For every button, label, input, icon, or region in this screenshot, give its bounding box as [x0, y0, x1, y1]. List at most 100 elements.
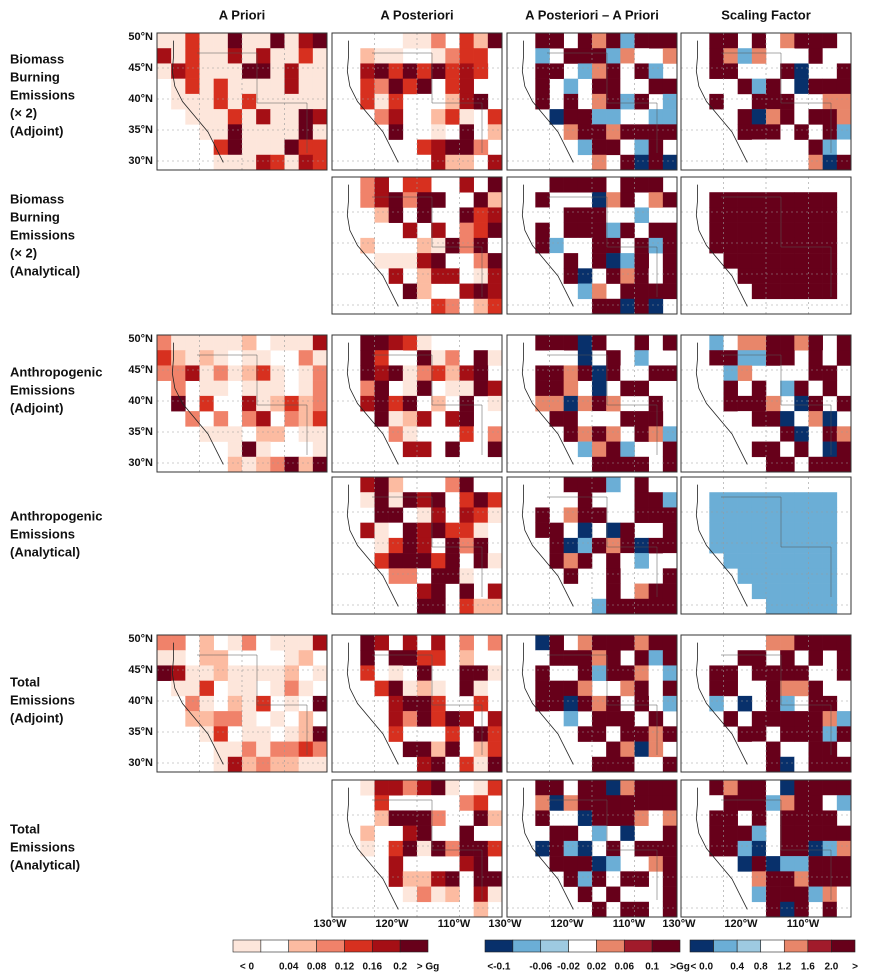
grid-cell	[648, 726, 664, 742]
grid-cell	[171, 635, 186, 651]
grid-cell	[431, 553, 446, 569]
grid-cell	[171, 48, 186, 64]
grid-cell	[417, 395, 432, 412]
grid-cell	[737, 395, 753, 412]
grid-cell	[836, 456, 852, 473]
panel-border	[506, 476, 678, 615]
grid-cell	[751, 583, 767, 600]
grid-cell	[459, 283, 474, 300]
grid-cell	[459, 350, 474, 366]
grid-cell	[402, 711, 418, 727]
grid-cell	[199, 650, 214, 666]
grid-cell	[256, 139, 271, 156]
map-panel	[506, 334, 678, 473]
grid-cell	[606, 665, 621, 681]
grid-cell	[549, 522, 564, 539]
panel-border	[506, 334, 678, 473]
grid-cell	[445, 350, 460, 366]
grid-cell	[577, 553, 593, 569]
grid-cell	[634, 741, 649, 758]
grid-cell	[836, 711, 852, 727]
grid-cell	[780, 635, 795, 651]
grid-cell	[312, 124, 328, 140]
grid-cell	[620, 177, 635, 193]
colorbar-box	[651, 939, 681, 953]
grid-cell	[535, 335, 550, 351]
grid-cell	[459, 124, 474, 140]
grid-cell	[648, 298, 664, 315]
grid-cell	[822, 441, 838, 458]
grid-cell	[284, 335, 299, 351]
grid-cell	[822, 283, 838, 300]
grid-cell	[431, 871, 446, 887]
grid-cell	[459, 650, 474, 666]
grid-cell	[794, 207, 809, 223]
grid-cell	[751, 492, 767, 508]
grid-cell	[312, 741, 328, 758]
grid-cell	[227, 139, 243, 156]
grid-cell	[535, 665, 550, 681]
grid-cell	[808, 395, 823, 412]
grid-cell	[298, 380, 314, 397]
grid-cell	[171, 665, 186, 681]
grid-cell	[213, 124, 229, 140]
grid-cell	[780, 598, 795, 615]
grid-cell	[723, 522, 738, 539]
grid-cell	[213, 48, 229, 64]
grid-cell	[662, 598, 678, 615]
map-panel	[506, 634, 678, 773]
map-panel	[331, 476, 503, 615]
row-label: (× 2)	[10, 105, 37, 120]
grid-cell	[766, 253, 781, 269]
grid-cell	[737, 253, 753, 269]
grid-cell	[213, 63, 229, 79]
panel-border	[680, 176, 852, 315]
grid-cell	[751, 207, 767, 223]
grid-cell	[648, 154, 664, 171]
longitude-label: 130°W	[488, 918, 522, 930]
map-panel	[156, 32, 328, 171]
grid-cell	[549, 635, 564, 651]
grid-cell	[431, 268, 446, 284]
grid-cell	[459, 635, 474, 651]
grid-cell	[577, 395, 593, 412]
grid-cell	[242, 680, 257, 697]
grid-cell	[794, 522, 809, 539]
colorbar-label: 0.8	[754, 962, 768, 973]
grid-cell	[709, 780, 724, 796]
coastline	[521, 40, 574, 163]
grid-cell	[402, 253, 418, 269]
grid-cell	[577, 426, 593, 442]
colorbar-box	[568, 939, 597, 953]
grid-cell	[563, 856, 579, 872]
grid-cell	[157, 48, 172, 64]
grid-cell	[227, 695, 243, 712]
grid-cell	[171, 395, 186, 412]
grid-cell	[794, 635, 809, 651]
map-panel	[506, 476, 678, 615]
grid-cell	[227, 93, 243, 110]
grid-cell	[780, 680, 795, 697]
grid-cell	[606, 537, 621, 554]
grid-cell	[312, 350, 328, 366]
grid-cell	[709, 350, 724, 366]
grid-cell	[780, 711, 795, 727]
panel-border	[680, 634, 852, 773]
grid-cell	[780, 537, 795, 554]
grid-cell	[577, 507, 593, 523]
grid-cell	[431, 695, 446, 712]
grid-cell	[213, 93, 229, 110]
grid-cell	[808, 441, 823, 458]
grid-cell	[402, 635, 418, 651]
grid-cell	[199, 109, 214, 125]
grid-cell	[751, 48, 767, 64]
grid-cell	[808, 492, 823, 508]
grid-cell	[157, 365, 172, 381]
grid-cell	[388, 365, 404, 381]
grid-cell	[417, 78, 432, 95]
grid-cell	[620, 825, 635, 842]
grid-cell	[487, 298, 503, 315]
grid-cell	[402, 741, 418, 758]
grid-cell	[417, 810, 432, 826]
grid-cell	[662, 492, 678, 508]
